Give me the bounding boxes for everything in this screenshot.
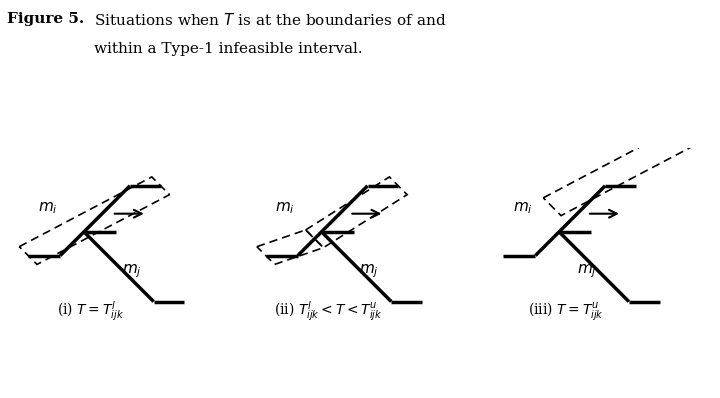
Text: (i) $T = T^{l}_{ijk}$: (i) $T = T^{l}_{ijk}$ <box>58 299 125 322</box>
Text: within a Type-1 infeasible interval.: within a Type-1 infeasible interval. <box>94 42 362 56</box>
Text: $m_i$: $m_i$ <box>513 200 533 216</box>
Text: $m_i$: $m_i$ <box>38 200 58 216</box>
Text: (iii) $T = T^{u}_{ijk}$: (iii) $T = T^{u}_{ijk}$ <box>528 300 604 322</box>
Text: $m_j$: $m_j$ <box>359 262 379 280</box>
Text: $m_j$: $m_j$ <box>577 262 597 280</box>
Text: $m_j$: $m_j$ <box>122 262 141 280</box>
Text: Situations when $T$ is at the boundaries of and: Situations when $T$ is at the boundaries… <box>94 12 446 28</box>
Text: Figure 5.: Figure 5. <box>7 12 84 26</box>
Text: $m_i$: $m_i$ <box>276 200 295 216</box>
Text: (ii) $T^{l}_{ijk} < T < T^{u}_{ijk}$: (ii) $T^{l}_{ijk} < T < T^{u}_{ijk}$ <box>274 299 383 322</box>
